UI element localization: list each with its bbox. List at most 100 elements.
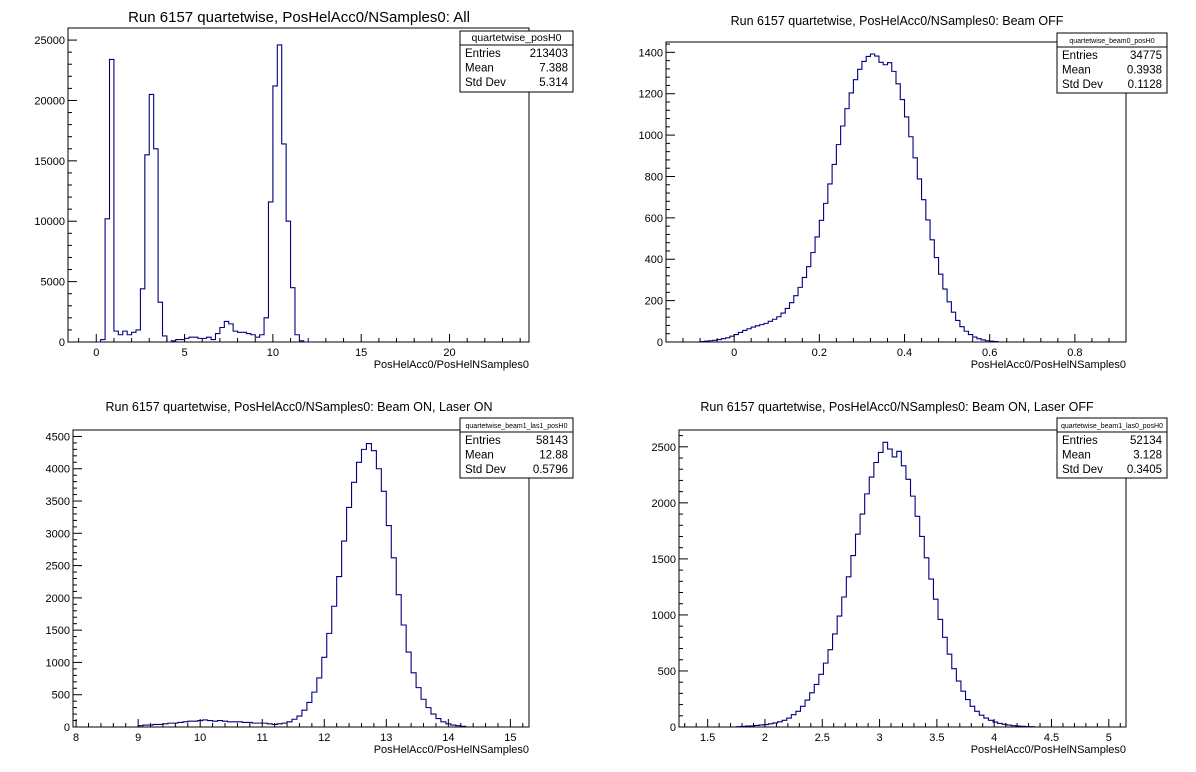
y-tick-label: 10000 — [34, 216, 65, 228]
stats-std-dev-label: Std Dev — [465, 464, 506, 476]
stats-mean-label: Mean — [1062, 65, 1091, 77]
stats-hist-name: quartetwise_beam1_las1_posH0 — [466, 423, 568, 430]
x-tick-label: 9 — [135, 732, 141, 744]
x-tick-label: 5 — [1106, 732, 1112, 744]
x-tick-label: 10 — [267, 347, 279, 359]
chart-title: Run 6157 quartetwise, PosHelAcc0/NSample… — [106, 400, 493, 414]
stats-box-frame — [459, 30, 574, 93]
stats-entries-value: 52134 — [1130, 435, 1163, 447]
x-tick-label: 0.2 — [812, 347, 827, 359]
stats-mean-label: Mean — [465, 63, 494, 75]
stats-hist-name: quartetwise_posH0 — [472, 32, 562, 44]
y-tick-label: 0 — [64, 722, 70, 734]
stats-hist-name: quartetwise_beam1_las0_posH0 — [1061, 423, 1163, 430]
y-tick-label: 500 — [658, 666, 676, 678]
stats-std-dev-label: Std Dev — [1062, 79, 1103, 91]
x-tick-label: 15 — [504, 732, 516, 744]
y-tick-label: 2000 — [46, 593, 70, 605]
x-tick-label: 0 — [93, 347, 99, 359]
stats-mean-value: 12.88 — [539, 450, 568, 462]
y-tick-label: 1400 — [639, 47, 663, 59]
y-tick-label: 2500 — [46, 561, 70, 573]
y-tick-label: 1500 — [652, 554, 676, 566]
stats-box: quartetwise_posH0 Entries 213403 Mean 7.388 S… — [459, 30, 574, 93]
y-tick-label: 0 — [657, 337, 663, 349]
stats-std-dev-value: 0.3405 — [1127, 464, 1162, 476]
stats-mean-value: 0.3938 — [1127, 65, 1162, 77]
x-tick-label: 14 — [442, 732, 454, 744]
histogram-svg-beam-off: Run 6157 quartetwise, PosHelAcc0/NSample… — [639, 14, 1168, 371]
x-tick-label: 4 — [991, 732, 997, 744]
x-tick-label: 2 — [762, 732, 768, 744]
y-tick-label: 25000 — [34, 35, 65, 47]
x-tick-label: 2.5 — [815, 732, 830, 744]
x-tick-label: 10 — [194, 732, 206, 744]
y-tick-label: 15000 — [34, 156, 65, 168]
stats-entries-label: Entries — [465, 435, 501, 447]
plot-frame — [665, 41, 1127, 343]
stats-std-dev-label: Std Dev — [1062, 464, 1103, 476]
x-axis-label: PosHelAcc0/PosHelNSamples0 — [374, 359, 529, 371]
histogram-line — [699, 53, 999, 343]
y-tick-label: 600 — [645, 213, 663, 225]
x-tick-label: 3.5 — [929, 732, 944, 744]
x-tick-label: 12 — [318, 732, 330, 744]
y-tick-label: 1000 — [652, 610, 676, 622]
stats-box: quartetwise_beam1_las1_posH0 Entries 58143… — [459, 417, 574, 479]
x-tick-label: 3 — [877, 732, 883, 744]
y-tick-label: 4500 — [46, 431, 70, 443]
y-tick-label: 400 — [645, 254, 663, 266]
y-tick-label: 20000 — [34, 95, 65, 107]
stats-entries-value: 58143 — [536, 435, 568, 447]
histogram-pad-beam-on-laser-on: Run 6157 quartetwise, PosHelAcc0/NSample… — [0, 386, 598, 772]
chart-title: Run 6157 quartetwise, PosHelAcc0/NSample… — [128, 9, 470, 26]
x-tick-label: 8 — [73, 732, 79, 744]
stats-box-frame — [459, 417, 574, 479]
stats-mean-value: 7.388 — [539, 63, 568, 75]
y-tick-label: 200 — [645, 296, 663, 308]
x-tick-label: 0.8 — [1067, 347, 1082, 359]
x-tick-label: 0.4 — [897, 347, 912, 359]
histogram-line — [735, 441, 1035, 728]
y-tick-label: 0 — [59, 337, 65, 349]
stats-box: quartetwise_beam1_las0_posH0 Entries 52134… — [1056, 417, 1168, 479]
histogram-pad-beam-on-laser-off: Run 6157 quartetwise, PosHelAcc0/NSample… — [598, 386, 1196, 772]
histogram-svg-beam-on-laser-on: Run 6157 quartetwise, PosHelAcc0/NSample… — [46, 400, 574, 756]
stats-mean-label: Mean — [1062, 450, 1091, 462]
y-tick-label: 1200 — [639, 89, 663, 101]
y-tick-label: 3500 — [46, 496, 70, 508]
histogram-line — [96, 44, 313, 343]
y-tick-label: 5000 — [41, 277, 65, 289]
stats-std-dev-label: Std Dev — [465, 77, 506, 89]
y-tick-label: 2500 — [652, 442, 676, 454]
chart-title: Run 6157 quartetwise, PosHelAcc0/NSample… — [731, 14, 1064, 28]
stats-box: quartetwise_beam0_posH0 Entries 34775 Mean 0… — [1056, 32, 1168, 94]
stats-hist-name: quartetwise_beam0_posH0 — [1069, 38, 1154, 45]
x-tick-label: 1.5 — [700, 732, 715, 744]
x-axis-label: PosHelAcc0/PosHelNSamples0 — [971, 359, 1126, 371]
y-tick-label: 4000 — [46, 464, 70, 476]
y-tick-label: 0 — [670, 722, 676, 734]
y-tick-label: 1500 — [46, 625, 70, 637]
stats-box-frame — [1056, 32, 1168, 94]
x-tick-label: 11 — [257, 732, 268, 744]
histogram-pad-all: Run 6157 quartetwise, PosHelAcc0/NSample… — [0, 0, 598, 386]
chart-title: Run 6157 quartetwise, PosHelAcc0/NSample… — [700, 400, 1094, 414]
stats-entries-label: Entries — [1062, 435, 1098, 447]
x-tick-label: 0 — [731, 347, 737, 359]
y-tick-label: 3000 — [46, 528, 70, 540]
stats-entries-value: 34775 — [1130, 50, 1162, 62]
x-tick-label: 13 — [380, 732, 392, 744]
histogram-svg-all: Run 6157 quartetwise, PosHelAcc0/NSample… — [34, 9, 574, 371]
stats-std-dev-value: 0.5796 — [533, 464, 568, 476]
stats-entries-value: 213403 — [530, 48, 568, 60]
stats-box-frame — [1056, 417, 1168, 479]
y-tick-label: 2000 — [652, 498, 676, 510]
stats-mean-label: Mean — [465, 450, 494, 462]
y-tick-label: 800 — [645, 171, 663, 183]
histogram-pad-beam-off: Run 6157 quartetwise, PosHelAcc0/NSample… — [598, 0, 1196, 386]
stats-entries-label: Entries — [1062, 50, 1098, 62]
y-tick-label: 1000 — [46, 657, 70, 669]
histogram-line — [137, 443, 467, 727]
stats-mean-value: 3.128 — [1133, 450, 1162, 462]
